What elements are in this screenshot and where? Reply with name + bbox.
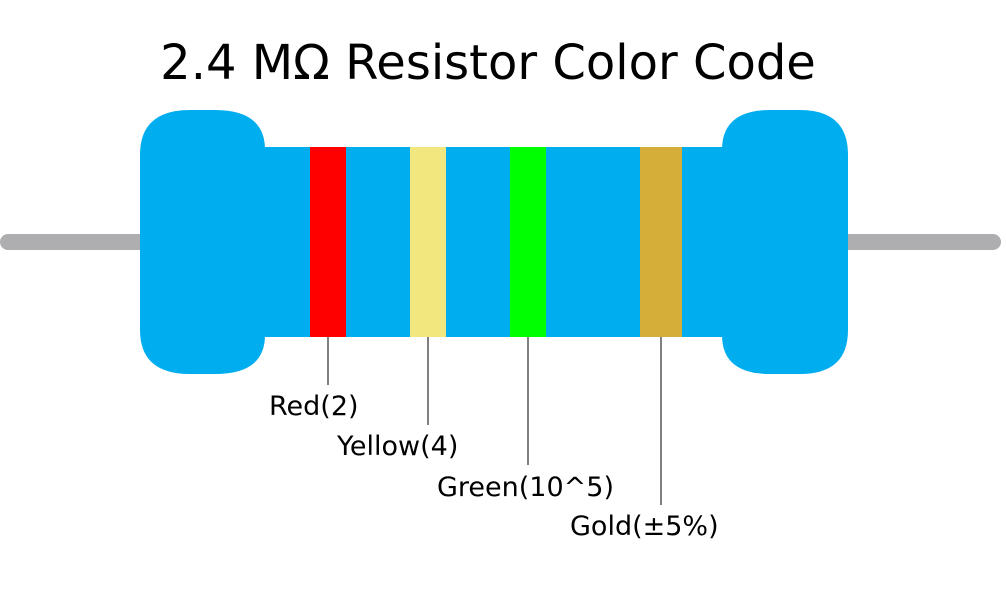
leader-lines [327,337,662,505]
resistor-body [140,110,848,374]
band-label-green: Green(10^5) [437,472,614,503]
band-2-yellow [410,147,446,337]
band-label-red: Red(2) [269,391,359,422]
band-label-yellow: Yellow(4) [336,431,458,462]
band-label-gold: Gold(±5%) [570,511,719,542]
band-labels: Red(2) Yellow(4) Green(10^5) Gold(±5%) [269,391,719,542]
band-4-gold [640,147,682,337]
band-3-green [510,147,546,337]
band-1-red [310,147,346,337]
diagram-title: 2.4 MΩ Resistor Color Code [160,35,816,91]
left-end-cap [140,110,265,374]
color-bands [310,147,682,337]
right-end-cap [722,110,848,374]
